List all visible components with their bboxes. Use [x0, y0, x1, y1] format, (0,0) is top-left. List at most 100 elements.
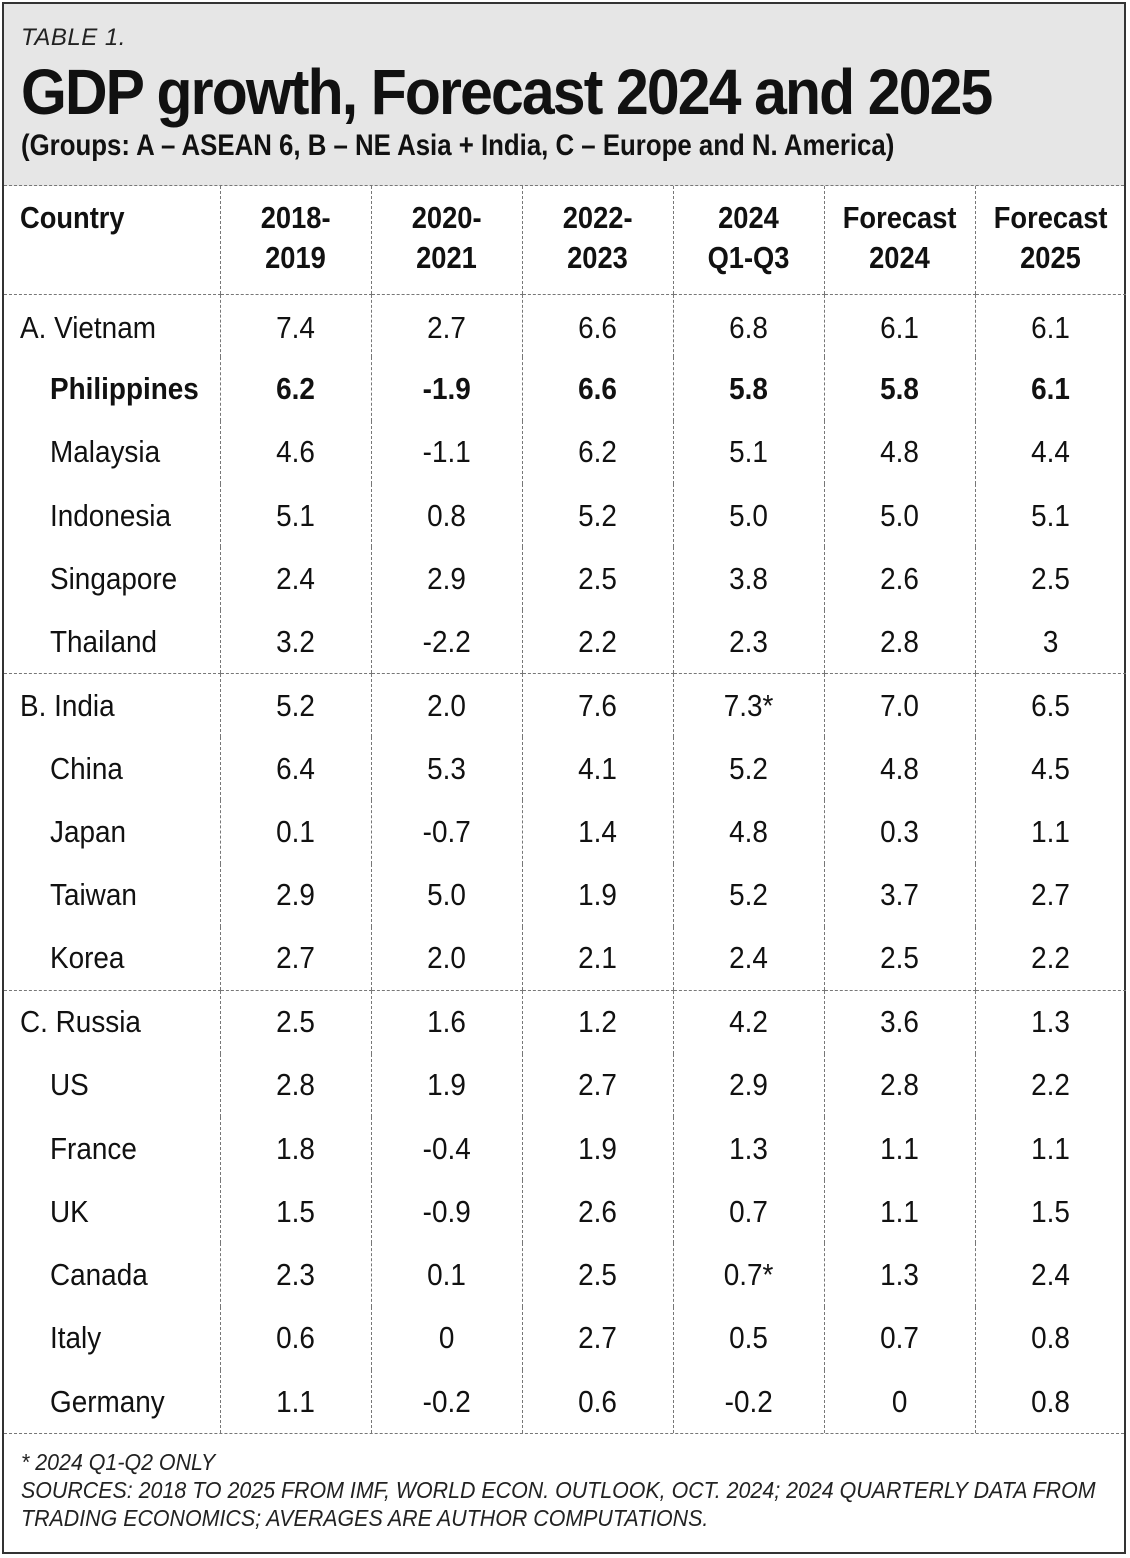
table-row: Italy 0.6 0 2.7 0.5 0.7 0.8: [4, 1306, 1126, 1371]
value-cell: 5.0: [823, 483, 975, 548]
value-text: 7.4: [276, 309, 315, 345]
value-text: 2.4: [276, 560, 315, 596]
value-text: 1.1: [1031, 1130, 1071, 1166]
country-name: Korea: [50, 940, 125, 976]
country-name: C. Russia: [20, 1004, 141, 1040]
column-header-line: 2022-: [562, 200, 633, 235]
value-text: 3.6: [880, 1004, 919, 1040]
value-cell: 1.3: [974, 990, 1126, 1054]
column-header-line: 2020-: [411, 200, 482, 235]
value-cell: 1.1: [974, 1116, 1126, 1181]
value-text: 5.8: [729, 370, 768, 406]
value-text: 2.0: [427, 940, 466, 976]
value-text: 2.6: [880, 560, 919, 596]
footnote-asterisk: * 2024 Q1-Q2 ONLY: [21, 1449, 216, 1476]
table-row: B. India 5.2 2.0 7.6 7.3* 7.0 6.5: [4, 673, 1126, 738]
value-text: 1.1: [880, 1130, 919, 1166]
value-text: 6.2: [276, 370, 315, 406]
country-cell: Malaysia: [4, 421, 220, 484]
country-cell: UK: [4, 1180, 220, 1243]
value-text: 4.2: [729, 1004, 768, 1040]
value-cell: 1.8: [219, 1116, 371, 1181]
value-cell: 6.1: [823, 294, 975, 358]
value-cell: 7.0: [823, 673, 975, 738]
value-text: 5.2: [578, 497, 617, 533]
value-cell: 0.7*: [672, 1243, 824, 1307]
value-cell: 1.9: [370, 1053, 522, 1117]
value-text: 4.8: [880, 434, 919, 470]
value-cell: 2.7: [974, 863, 1126, 927]
table-row: Thailand 3.2 -2.2 2.2 2.3 2.8 3: [4, 610, 1126, 675]
value-cell: 1.4: [521, 800, 673, 864]
country-cell: France: [4, 1117, 220, 1180]
value-cell: -1.1: [370, 420, 522, 484]
table-row: Canada 2.3 0.1 2.5 0.7* 1.3 2.4: [4, 1243, 1126, 1307]
column-header-line: 2021: [416, 240, 477, 275]
value-cell: 1.5: [219, 1180, 371, 1244]
value-text: 1.2: [578, 1004, 617, 1040]
value-text: 0: [438, 1320, 455, 1356]
column-header: 2020- 2021: [370, 186, 522, 295]
value-text: 6.1: [1031, 309, 1071, 345]
value-text: 5.2: [729, 750, 768, 786]
table-row: France 1.8 -0.4 1.9 1.3 1.1 1.1: [4, 1116, 1126, 1181]
country-name: France: [50, 1130, 137, 1166]
value-cell: 4.1: [521, 737, 673, 801]
value-text: 3.8: [729, 560, 768, 596]
value-text: 0.8: [1031, 1320, 1071, 1356]
country-cell: Thailand: [4, 610, 220, 675]
value-text: 5.1: [276, 497, 315, 533]
value-cell: 2.6: [521, 1180, 673, 1244]
value-cell: 2.4: [219, 547, 371, 611]
value-text: 1.5: [1031, 1193, 1071, 1229]
country-name: Philippines: [50, 370, 199, 406]
value-text: 1.1: [880, 1193, 919, 1229]
country-name: Canada: [50, 1257, 148, 1293]
column-header-line: Q1-Q3: [707, 240, 790, 275]
value-cell: 1.5: [974, 1180, 1126, 1244]
country-cell: B. India: [4, 674, 220, 737]
value-text: -1.1: [422, 434, 471, 470]
value-cell: -0.2: [672, 1370, 824, 1434]
value-cell: 2.7: [521, 1306, 673, 1371]
table-body: A. Vietnam 7.4 2.7 6.6 6.8 6.1 6.1 Philippines 6…: [4, 294, 1126, 1434]
value-cell: 2.4: [974, 1243, 1126, 1307]
country-name: B. India: [20, 687, 115, 723]
country-cell: Taiwan: [4, 864, 220, 927]
value-cell: 7.3*: [672, 673, 824, 738]
country-name: Malaysia: [50, 434, 161, 470]
value-cell: 2.9: [370, 547, 522, 611]
country-cell: C. Russia: [4, 990, 220, 1053]
value-cell: 6.5: [974, 673, 1126, 738]
column-header: 2018- 2019: [219, 186, 371, 295]
value-text: 0.8: [427, 497, 466, 533]
value-text: 0.3: [880, 814, 919, 850]
table-row: Indonesia 5.1 0.8 5.2 5.0 5.0 5.1: [4, 483, 1126, 548]
value-text: 2.9: [729, 1067, 768, 1103]
country-name: Indonesia: [50, 497, 172, 533]
value-text: -1.9: [422, 370, 471, 406]
column-header-line: 2019: [265, 240, 326, 275]
value-cell: 5.2: [219, 673, 371, 738]
value-text: 5.3: [427, 750, 466, 786]
value-text: 2.2: [1031, 940, 1071, 976]
value-text: 0.7*: [723, 1257, 774, 1293]
value-text: 4.8: [729, 814, 768, 850]
value-text: -2.2: [422, 623, 471, 659]
value-cell: 1.1: [823, 1116, 975, 1181]
value-text: 2.2: [1031, 1067, 1071, 1103]
country-cell: Singapore: [4, 547, 220, 610]
value-text: 1.9: [427, 1067, 466, 1103]
value-cell: 2.7: [219, 926, 371, 991]
value-cell: 2.5: [823, 926, 975, 991]
country-name: A. Vietnam: [20, 309, 156, 345]
value-text: 6.1: [880, 309, 919, 345]
value-cell: 4.8: [823, 420, 975, 484]
value-cell: 0: [823, 1370, 975, 1434]
value-cell: 2.9: [219, 863, 371, 927]
value-text: 5.1: [729, 434, 768, 470]
value-cell: 2.2: [521, 610, 673, 675]
column-header: Country: [4, 186, 220, 295]
value-text: 2.8: [276, 1067, 315, 1103]
value-text: 4.8: [880, 750, 919, 786]
